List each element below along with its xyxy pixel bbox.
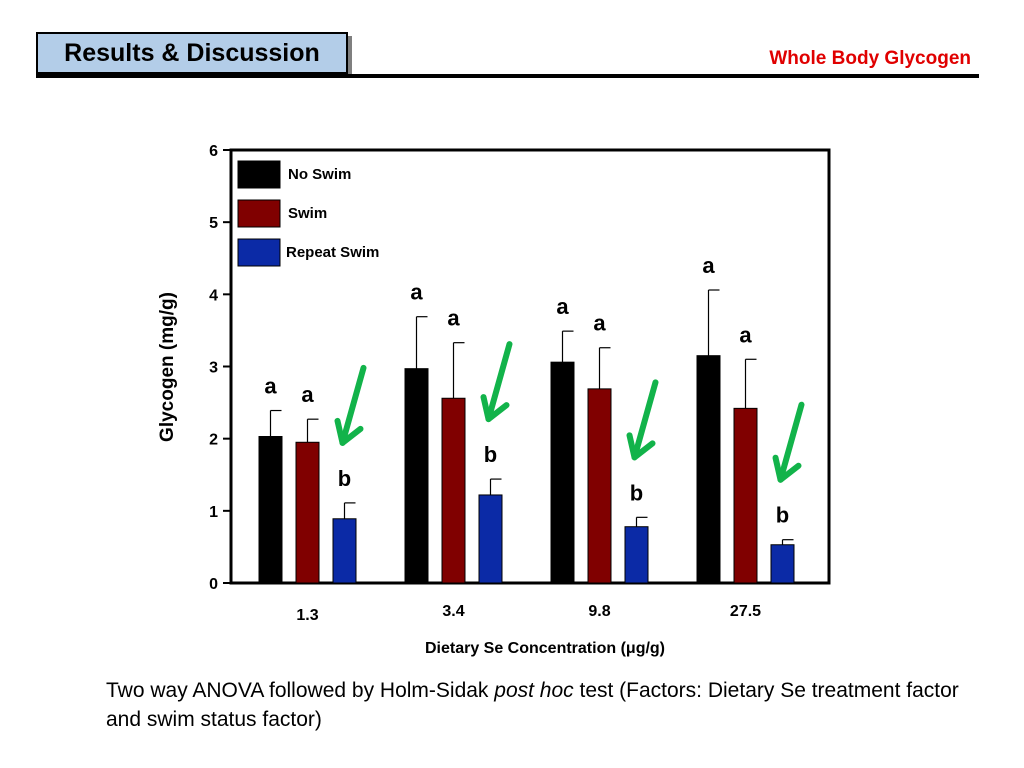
header-divider [36,74,979,78]
bar [478,494,503,584]
significance-letter: b [338,466,351,491]
page-title: Results & Discussion [36,32,348,74]
y-tick-label: 6 [209,143,218,160]
page-subtitle: Whole Body Glycogen [769,48,971,69]
green-arrow [334,364,367,446]
significance-letter: b [484,442,497,467]
bar [332,518,357,584]
x-tick-label: 27.5 [730,603,761,620]
bar [441,397,466,584]
arrow-head [334,417,364,446]
caption-italic-text: post hoc [494,679,574,702]
arrow-head [626,432,656,461]
bar [624,526,649,584]
x-tick-label: 1.3 [296,607,318,624]
caption-text-1: Two way ANOVA followed by Holm-Sidak [106,679,495,702]
green-arrow [772,401,805,483]
x-axis-label: Dietary Se Concentration (μg/g) [425,640,665,657]
bar [404,368,429,584]
significance-letter: b [630,480,643,505]
y-tick-label: 1 [209,504,218,521]
legend-swatch [237,238,281,267]
significance-letter: a [593,311,606,336]
bar [696,355,721,584]
arrow-shaft [339,364,367,446]
arrow-head [772,454,802,483]
legend-swatch [237,199,281,228]
y-tick-label: 2 [209,432,218,449]
y-tick-label: 0 [209,576,218,593]
significance-letter: a [410,280,423,305]
arrow-head [480,394,510,423]
arrow-shaft [631,379,659,461]
legend-label: Swim [288,205,327,222]
significance-letter: a [702,253,715,278]
significance-letter: b [776,503,789,528]
bar [770,544,795,584]
x-tick-label: 9.8 [588,603,610,620]
arrow-shaft [777,401,805,483]
significance-letter: a [739,322,752,347]
bar [550,361,575,584]
y-axis-label: Glycogen (mg/g) [157,292,178,442]
arrow-shaft [485,341,513,423]
y-tick-label: 3 [209,360,218,377]
significance-letter: a [556,294,569,319]
bar [733,407,758,584]
green-arrow [480,341,513,423]
statistics-caption: Two way ANOVA followed by Holm-Sidak pos… [106,676,986,734]
bar [258,436,283,584]
bar [295,441,320,584]
legend-swatch [237,160,281,189]
legend-label: Repeat Swim [286,244,379,261]
green-arrow [626,379,659,461]
bar [587,388,612,584]
y-tick-label: 4 [209,287,218,304]
significance-letter: a [264,374,277,399]
legend-label: No Swim [288,166,351,183]
significance-letter: a [447,306,460,331]
x-tick-label: 3.4 [442,603,464,620]
y-tick-label: 5 [209,215,218,232]
caption-text-2: test (Factors: Dietary Se treatment fact… [106,679,959,731]
significance-letter: a [301,382,314,407]
